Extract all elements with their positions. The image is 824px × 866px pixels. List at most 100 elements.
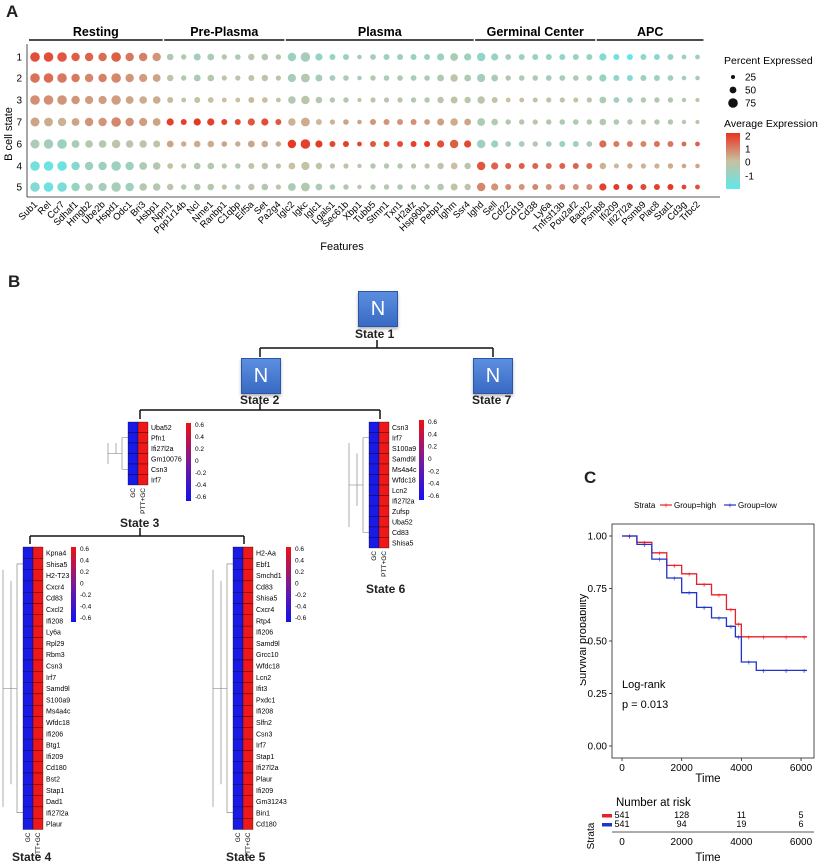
heatmap-cell — [137, 453, 149, 465]
dot — [247, 118, 255, 126]
dot — [599, 162, 607, 170]
heatmap-cell — [242, 727, 254, 740]
heatmap-cell — [32, 580, 44, 593]
dot — [167, 163, 174, 169]
dot — [518, 141, 525, 147]
dot — [287, 183, 296, 191]
dot — [357, 75, 362, 81]
legend-color-title: Average Expression — [724, 118, 818, 130]
scale-tick-label: 0.6 — [195, 422, 204, 429]
heatmap-gene-label: Cd180 — [256, 822, 277, 829]
dot — [681, 184, 687, 190]
dot — [139, 183, 147, 191]
scale-tick-label: -0.2 — [295, 592, 307, 599]
heatmap-cell — [232, 614, 244, 627]
dot — [437, 96, 444, 104]
dot — [653, 184, 660, 190]
heatmap-gene-label: Wfdc18 — [256, 663, 280, 670]
dot — [397, 97, 403, 103]
dot — [166, 140, 174, 148]
dot — [235, 54, 241, 60]
scale-tick-label: -0.6 — [195, 494, 207, 501]
dot — [207, 183, 215, 191]
heatmap-cell — [242, 614, 254, 627]
dot — [343, 75, 349, 81]
dot — [207, 118, 215, 126]
dot — [681, 54, 687, 60]
dot — [450, 183, 458, 191]
risk-x-tick-label: 0 — [619, 837, 625, 848]
dot — [221, 54, 227, 60]
dot — [57, 161, 67, 171]
heatmap-cell — [368, 537, 380, 549]
scale-tick-label: 0 — [428, 456, 432, 463]
dot — [370, 75, 376, 81]
risk-row-swatch — [602, 814, 612, 818]
dot — [653, 141, 660, 147]
dot — [613, 54, 620, 60]
dot — [57, 139, 67, 149]
heatmap-cell — [232, 761, 244, 774]
dot — [152, 118, 161, 126]
dot — [681, 163, 687, 169]
dot — [586, 184, 593, 190]
heatmap-gene-label: Ifi209 — [46, 754, 63, 761]
heatmap-cell — [32, 716, 44, 728]
dot — [397, 184, 403, 190]
scale-bar — [186, 423, 191, 501]
dot — [275, 75, 281, 81]
dot — [248, 163, 255, 169]
risk-table-ylabel: Strata — [586, 822, 597, 849]
dot — [450, 53, 459, 61]
dot — [545, 75, 552, 81]
risk-x-ticks: 0 2000 4000 6000 — [619, 837, 812, 848]
heatmap-cell — [232, 682, 244, 695]
node-state-2: N — [241, 358, 281, 394]
dot — [572, 163, 579, 169]
dot — [152, 183, 161, 191]
dot — [43, 182, 54, 192]
dot — [98, 140, 107, 148]
heatmap-gene-label: Irf7 — [46, 675, 56, 682]
dot — [57, 52, 67, 62]
heatmap-cell — [232, 818, 244, 830]
heatmap-gene-label: Ms4a4c — [46, 709, 71, 716]
dot — [653, 54, 660, 60]
dot — [477, 96, 485, 104]
dot — [424, 141, 431, 147]
heatmap-gene-label: Cd180 — [46, 765, 67, 772]
y-tick-label: 7 — [16, 118, 22, 129]
heatmap-cell — [378, 505, 390, 517]
heatmap-gene-label: Ifi206 — [256, 630, 273, 637]
dot — [599, 74, 607, 82]
dot — [207, 162, 215, 170]
dot — [181, 97, 187, 103]
heatmap-cell — [22, 693, 34, 706]
censor-mark: + — [784, 666, 789, 675]
heatmap-cell — [22, 546, 34, 559]
heatmap-cell — [232, 738, 244, 751]
dot — [343, 119, 349, 125]
dot — [84, 95, 94, 105]
dot — [599, 183, 607, 191]
dot — [85, 183, 93, 191]
dot — [476, 139, 486, 149]
dot — [573, 97, 579, 103]
dot — [138, 52, 148, 62]
dot — [464, 118, 472, 126]
heatmap-gene-label: Dad1 — [46, 799, 63, 806]
scale-tick-label: -0.6 — [80, 615, 92, 622]
heatmap-cell — [232, 659, 244, 672]
heatmap-gene-label: Wfdc18 — [392, 477, 416, 484]
dot — [111, 139, 121, 149]
dot — [357, 97, 362, 103]
dot — [71, 52, 80, 62]
dot — [397, 163, 403, 169]
heatmap-gene-label: Plaur — [256, 776, 273, 783]
logrank-label: Log-rank — [622, 679, 666, 691]
dot — [695, 75, 700, 81]
dot — [383, 184, 390, 190]
heatmap-cell — [32, 784, 44, 796]
dot — [383, 141, 390, 147]
scale-tick-label: 0.2 — [295, 569, 304, 576]
